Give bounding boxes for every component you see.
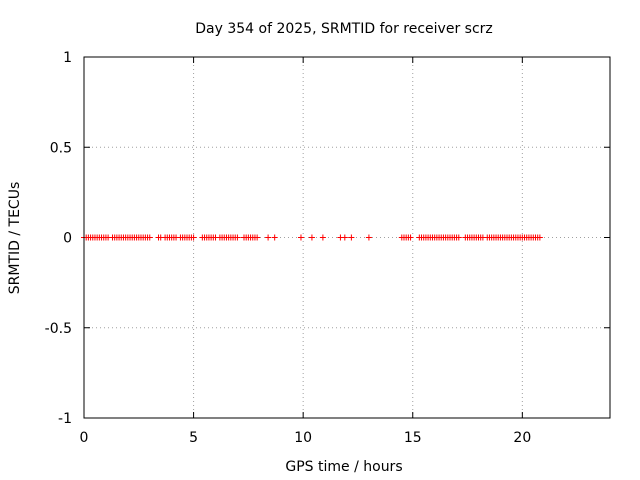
data-point — [319, 234, 326, 241]
x-tick-label: 5 — [189, 430, 198, 446]
data-point — [190, 234, 197, 241]
x-tick-label: 15 — [404, 430, 422, 446]
ticks: 0 5 10 15 20 -1 -0.5 0 0.5 1 — [45, 50, 610, 446]
data-point — [341, 234, 348, 241]
data-point — [455, 234, 462, 241]
y-tick-label: -0.5 — [45, 321, 72, 337]
y-axis-label: SRMTID / TECUs — [7, 182, 23, 295]
data-point — [297, 234, 304, 241]
plot-frame — [83, 56, 611, 419]
x-tick-label: 20 — [513, 430, 531, 446]
data-point — [234, 234, 241, 241]
data-point — [254, 234, 261, 241]
chart-title: Day 354 of 2025, SRMTID for receiver scr… — [195, 21, 493, 37]
data-point — [365, 234, 372, 241]
data-point — [348, 234, 355, 241]
y-tick-label: -1 — [58, 411, 72, 427]
x-axis-label: GPS time / hours — [285, 459, 402, 475]
x-tick-label: 0 — [80, 430, 89, 446]
data-point — [536, 234, 543, 241]
data-point — [308, 234, 315, 241]
data-point — [271, 234, 278, 241]
x-tick-label: 10 — [294, 430, 312, 446]
data-point — [146, 234, 153, 241]
y-tick-label: 0 — [63, 231, 72, 247]
data-point — [265, 234, 272, 241]
data-point — [407, 234, 414, 241]
data-points — [81, 234, 543, 241]
y-tick-label: 1 — [63, 50, 72, 66]
y-tick-label: 0.5 — [50, 140, 72, 156]
